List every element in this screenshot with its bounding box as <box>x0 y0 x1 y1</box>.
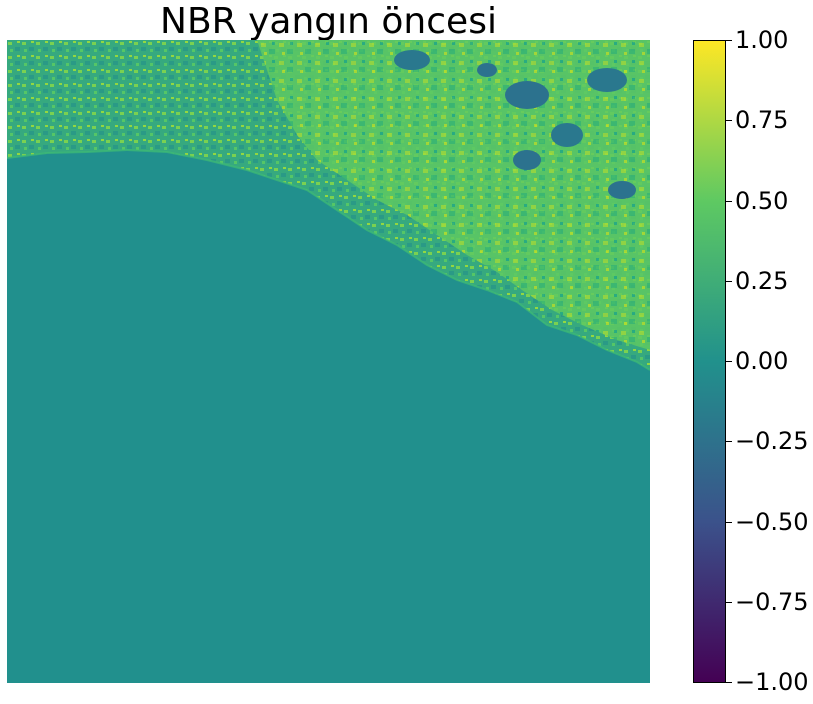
colorbar-tick <box>726 682 732 683</box>
colorbar-tick-label: 0.00 <box>735 347 789 375</box>
nbr-raster-svg <box>7 40 650 683</box>
colorbar-tick-label: 0.25 <box>735 266 789 295</box>
colorbar-tick-label: 0.50 <box>735 186 789 215</box>
figure-title: NBR yangın öncesi <box>160 1 497 42</box>
nbr-raster-image <box>7 40 650 683</box>
colorbar-tick <box>726 120 732 122</box>
colorbar-tick <box>726 361 732 362</box>
colorbar-tick <box>726 441 732 443</box>
colorbar-tick <box>726 40 732 41</box>
land-bright-area <box>257 40 650 350</box>
colorbar-tick <box>726 521 732 523</box>
colorbar-tick-label: 0.75 <box>735 106 789 135</box>
colorbar <box>693 40 726 683</box>
colorbar-tick-label: −0.75 <box>735 587 809 616</box>
colorbar-tick <box>726 601 732 603</box>
colorbar-tick-label: −0.50 <box>735 507 809 536</box>
colorbar-tick <box>726 200 732 202</box>
colorbar-tick <box>726 280 732 282</box>
colorbar-tick-label: 1.00 <box>735 26 789 54</box>
colorbar-tick-label: −1.00 <box>735 668 809 696</box>
colorbar-tick-label: −0.25 <box>735 427 809 456</box>
coastline <box>7 148 650 371</box>
